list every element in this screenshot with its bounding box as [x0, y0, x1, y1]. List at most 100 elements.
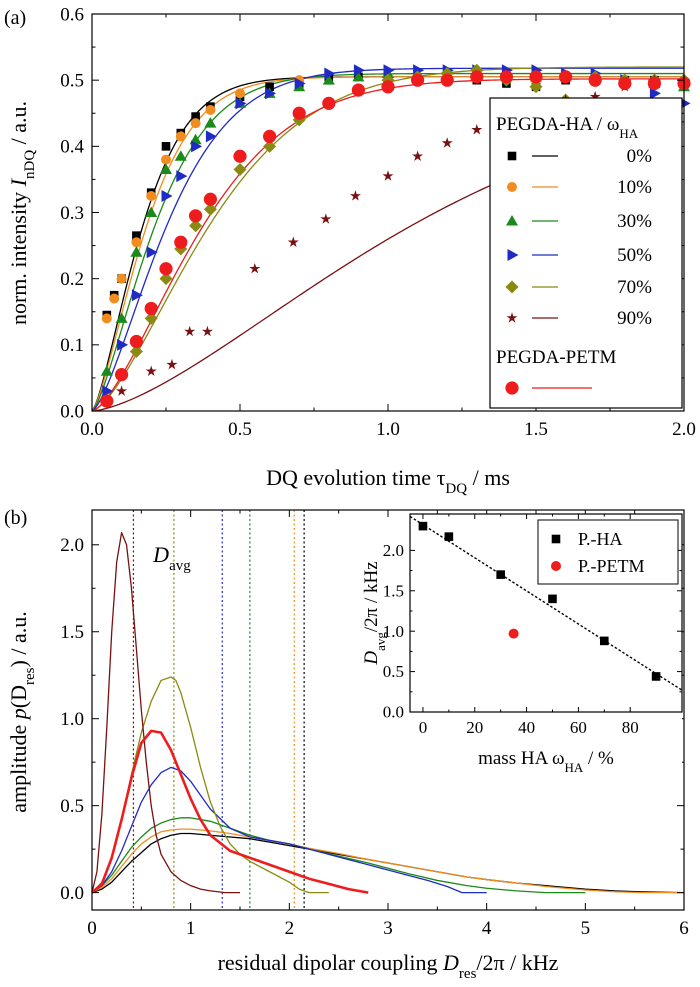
data-point [441, 137, 453, 148]
legend-label: 30% [617, 211, 652, 232]
inset-xlabel: mass HA ωHA / % [478, 748, 614, 775]
data-point [102, 385, 114, 398]
data-point [175, 131, 186, 142]
y-tick-label: 0.0 [383, 703, 404, 722]
panel-b-davg-annotation: Davg [152, 542, 191, 574]
data-point [324, 67, 336, 80]
y-tick-label: 0.5 [60, 796, 84, 817]
data-point [160, 163, 172, 174]
panel-b-tick-labels: 0 1 2 3 4 5 6 0.0 0.5 1.0 1.5 2.0 [60, 535, 689, 939]
legend-marker-petm [505, 381, 519, 395]
inset-legend-label: P.-PETM [578, 556, 645, 576]
x-tick-label: 0.5 [228, 419, 252, 440]
data-point [470, 70, 484, 84]
data-point [351, 83, 365, 97]
data-point [294, 77, 306, 90]
legend-label: 50% [617, 245, 652, 266]
data-point [144, 301, 158, 316]
data-point [115, 312, 128, 323]
inset-data-point [548, 594, 557, 604]
y-tick-label: 0.6 [60, 4, 84, 25]
data-point [618, 76, 632, 91]
y-tick-label: 0.2 [60, 269, 84, 290]
data-point [235, 88, 245, 99]
panel-b-chart: (b) 0 1 2 3 4 5 6 0.0 0.5 1.0 1.5 2.0 Davg residual… [4, 507, 689, 982]
y-tick-label: 1.5 [383, 581, 404, 600]
y-tick-label: 0.5 [60, 70, 84, 91]
x-tick-label: 20 [466, 718, 483, 737]
y-tick-label: 0.1 [60, 335, 84, 356]
legend-label: 70% [617, 277, 652, 298]
data-point [131, 237, 142, 248]
data-point [349, 190, 361, 201]
distribution-curve-pegdapetm [91, 729, 369, 894]
legend-title-pegda-petm: PEGDA-PETM [496, 347, 616, 368]
data-point [146, 246, 158, 259]
data-point [130, 246, 143, 257]
panel-a-chart: (a) 0.0 0.5 1.0 1.5 2.0 0.0 0.1 0.2 0.3 0.4 0.5 0.6… [4, 4, 696, 497]
y-tick-label: 1.0 [60, 709, 84, 730]
inset-plot-frame [409, 513, 683, 713]
y-tick-label: 0.3 [60, 203, 84, 224]
data-point [353, 64, 365, 77]
data-point [190, 118, 201, 129]
x-tick-label: 60 [570, 718, 587, 737]
x-tick-label: 0 [419, 718, 428, 737]
data-point [189, 219, 203, 233]
panel-b-distribution-curves [91, 531, 685, 894]
distribution-curve-90 [91, 531, 240, 894]
x-tick-label: 1.0 [376, 419, 400, 440]
inset-data-point [599, 636, 609, 646]
data-point [352, 70, 365, 82]
panel-a-data-points [100, 63, 691, 408]
x-tick-label: 0 [87, 918, 97, 939]
legend-marker [505, 280, 519, 294]
legend-label: 10% [617, 177, 652, 198]
x-tick-label: 80 [622, 718, 639, 737]
data-point [588, 73, 602, 87]
data-point [144, 311, 158, 325]
data-point [100, 365, 113, 376]
data-point [322, 96, 336, 110]
panel-a-legend: PEGDA-HA / ωHA PEGDA-PETM 0% 10% 30% 50% 70%… [489, 97, 683, 409]
data-point [161, 189, 173, 202]
data-point [100, 394, 114, 408]
y-tick-label: 1.0 [383, 622, 404, 641]
data-point [529, 80, 543, 94]
panel-b-xlabel: residual dipolar coupling Dres/2π / kHz [218, 950, 559, 982]
data-point [265, 87, 277, 100]
panel-a-xlabel: DQ evolution time τDQ / ms [266, 465, 510, 497]
data-point [412, 150, 424, 161]
data-point [411, 73, 425, 87]
legend-marker [506, 312, 518, 323]
data-point [174, 235, 188, 249]
x-tick-label: 40 [518, 718, 535, 737]
data-point [174, 150, 187, 161]
data-point [132, 231, 141, 240]
data-point [145, 206, 158, 217]
inset-data-point [508, 628, 519, 639]
data-point [235, 97, 247, 110]
data-point [471, 123, 483, 135]
data-point [131, 289, 143, 302]
data-point [559, 70, 573, 84]
panel-b-average-lines [132, 510, 305, 910]
inset-ticks [410, 514, 682, 713]
inset-data-point [496, 570, 505, 579]
data-point [233, 149, 247, 163]
y-tick-label: 0.5 [383, 662, 404, 681]
y-tick-label: 2.0 [383, 541, 404, 560]
y-tick-label: 0.0 [60, 883, 84, 904]
y-tick-label: 0.0 [60, 401, 84, 422]
legend-marker [507, 182, 517, 192]
inset-legend-marker [551, 561, 561, 571]
data-point [116, 273, 127, 284]
data-point [381, 80, 395, 94]
panel-a-letter: (a) [4, 7, 26, 29]
data-point [117, 338, 129, 351]
panel-a-ylabel: norm. intensity InDQ / a.u. [6, 101, 38, 325]
data-point [191, 112, 200, 121]
legend-label: 0% [627, 146, 653, 167]
legend-marker [507, 249, 519, 261]
